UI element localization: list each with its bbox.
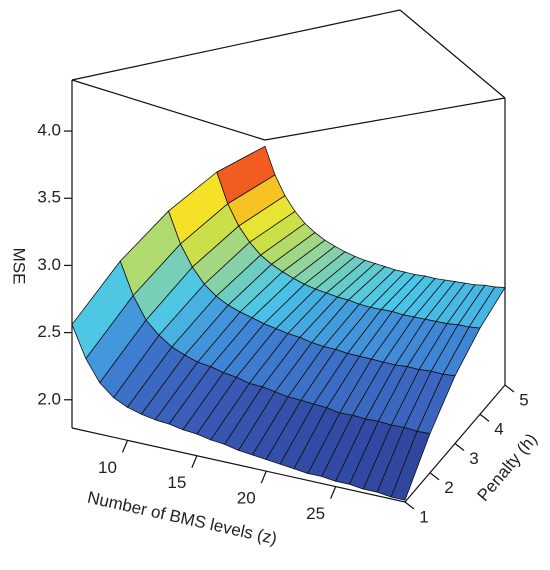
x-tick <box>121 440 129 453</box>
x-tick <box>191 455 198 468</box>
z-tick-label: 4.0 <box>37 121 61 140</box>
x-tick-label: 20 <box>237 489 256 508</box>
x-tick <box>330 486 337 499</box>
box-edge <box>71 79 266 141</box>
x-tick-label: 25 <box>306 504 325 523</box>
z-tick-label: 2.0 <box>37 389 61 408</box>
y-tick <box>504 384 515 393</box>
y-tick-label: 2 <box>444 478 453 497</box>
y-tick <box>429 472 440 481</box>
box-edge <box>264 97 506 141</box>
y-axis-title: Penalty (h) <box>474 430 541 505</box>
z-tick-label: 3.0 <box>37 255 61 274</box>
z-tick-label: 3.5 <box>37 188 61 207</box>
box-edge <box>399 9 506 99</box>
box-edge <box>71 9 401 81</box>
x-tick <box>260 470 267 484</box>
y-tick <box>479 413 490 422</box>
y-tick <box>454 443 465 451</box>
z-tick-label: 2.5 <box>37 322 61 341</box>
y-tick-label: 3 <box>469 449 478 468</box>
y-tick-label: 1 <box>419 507 428 526</box>
y-tick-label: 4 <box>494 420 503 439</box>
x-tick-label: 15 <box>167 473 186 492</box>
y-tick-label: 5 <box>519 390 528 409</box>
y-tick <box>404 501 415 510</box>
z-axis-title: MSE <box>10 248 29 285</box>
surface-facet <box>390 430 431 501</box>
x-tick-label: 10 <box>98 458 117 477</box>
